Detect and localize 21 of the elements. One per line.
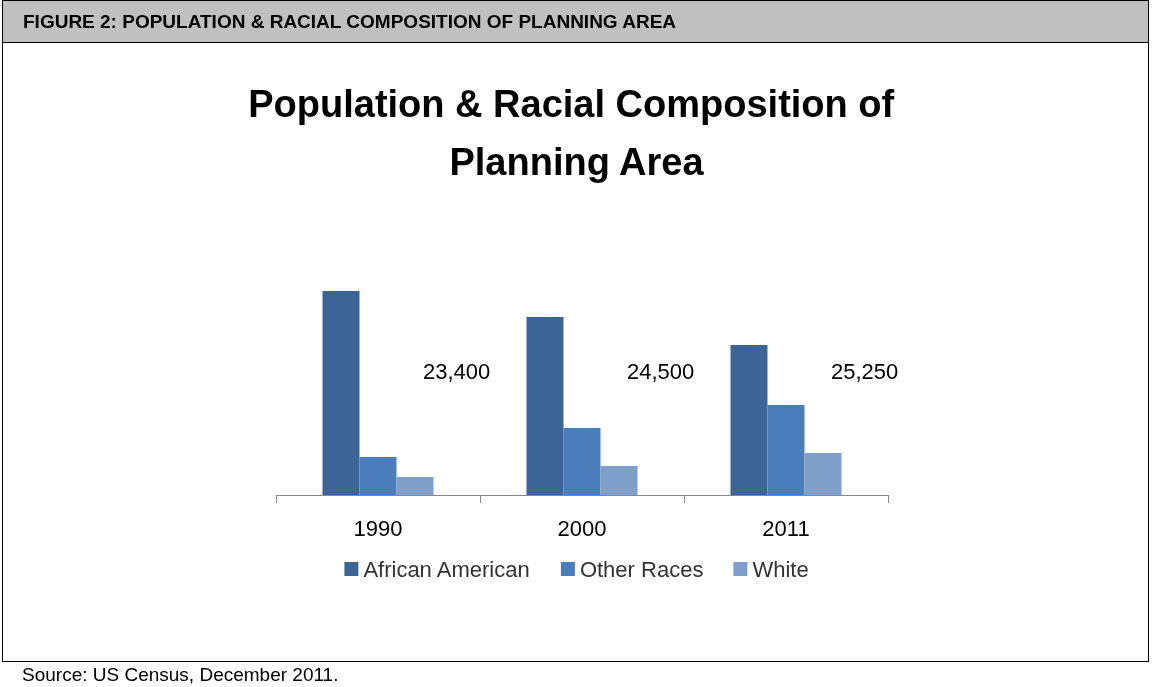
annotation: 25,250 (831, 358, 899, 384)
bar (730, 345, 768, 495)
annotation: 24,500 (627, 358, 695, 384)
bar (804, 452, 842, 495)
bar (359, 457, 397, 495)
bar (600, 466, 638, 495)
annotation: 23,400 (423, 358, 491, 384)
x-tick-label: 2000 (557, 515, 607, 541)
source-note: Source: US Census, December 2011. (22, 664, 339, 686)
x-tick-label: 1990 (353, 515, 403, 541)
x-tick-label: 2011 (762, 515, 810, 541)
bar (526, 316, 564, 495)
bar (767, 405, 805, 495)
bar (563, 428, 601, 495)
caption: FIGURE 2: POPULATION & RACIAL COMPOSITION OF PLANNING AREA (2, 0, 1149, 43)
legend-label: White (752, 556, 809, 582)
legend-label: African American (363, 556, 530, 582)
legend-label: Other Races (579, 556, 704, 582)
bar (396, 477, 434, 495)
chart-title: Population & Racial Composition of Planning Area (248, 83, 905, 183)
bar (322, 291, 360, 495)
